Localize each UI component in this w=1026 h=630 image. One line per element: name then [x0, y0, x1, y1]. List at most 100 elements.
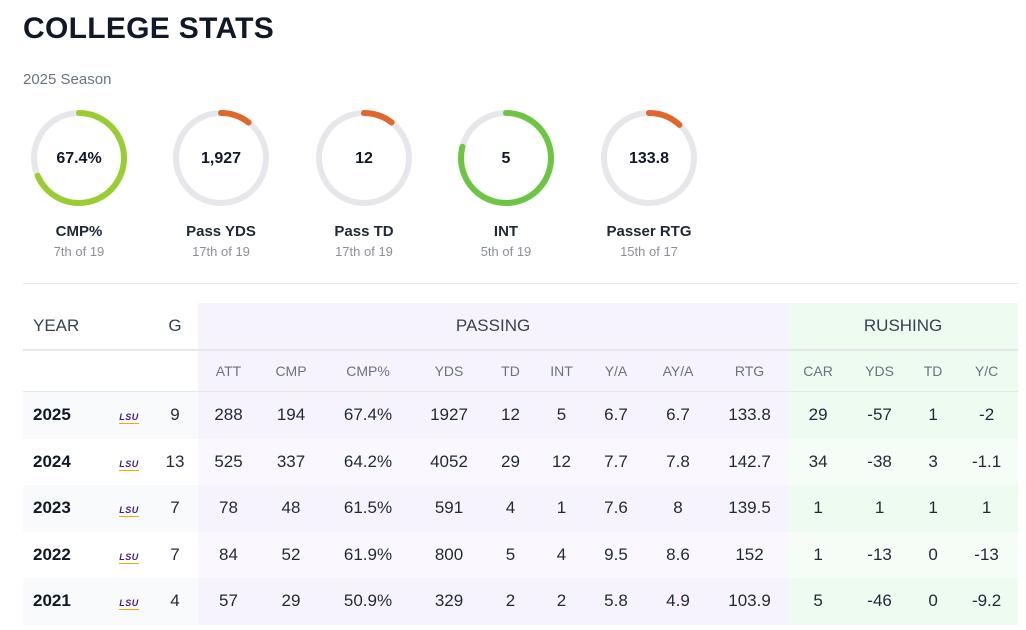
games-cell: 7: [152, 485, 198, 532]
season-label: 2025 Season: [23, 71, 112, 88]
games-cell: 4: [152, 578, 198, 625]
ring-arc: [316, 110, 412, 206]
ring-cmp-pct: 67.4% CMP% 7th of 19: [8, 108, 150, 259]
passing-col-header[interactable]: INT: [536, 349, 587, 392]
year-cell: 2022: [23, 531, 106, 578]
passing-cell: 800: [413, 531, 485, 578]
passing-cell: 5.8: [587, 578, 645, 625]
team-logo-cell: LSU: [106, 485, 152, 532]
games-column-header[interactable]: G: [168, 316, 182, 335]
ring-arc: [31, 110, 127, 206]
lsu-logo-icon[interactable]: LSU: [119, 458, 139, 471]
passing-cell: 67.4%: [323, 391, 413, 439]
lsu-logo-icon[interactable]: LSU: [119, 505, 139, 518]
team-subheader: [106, 349, 152, 392]
rushing-cell: -57: [848, 391, 912, 439]
passing-cell: 6.7: [645, 391, 711, 439]
ring-label: CMP%: [55, 223, 103, 240]
passing-col-header[interactable]: Y/A: [587, 349, 645, 392]
ring-value: 1,927: [200, 150, 242, 167]
rushing-cell: 1: [911, 485, 956, 532]
stat-rings: 67.4% CMP% 7th of 19 1,927 Pass YDS 17th…: [0, 108, 760, 268]
passing-cell: 133.8: [711, 391, 789, 439]
rushing-cell: 1: [848, 485, 912, 532]
lsu-logo-icon[interactable]: LSU: [119, 551, 139, 564]
rushing-col-header[interactable]: YDS: [848, 349, 912, 392]
rushing-cell: -2: [955, 391, 1019, 439]
ring-pass-yds: 1,927 Pass YDS 17th of 19: [150, 108, 292, 259]
rushing-cell: -1.1: [955, 438, 1019, 485]
passing-col-header[interactable]: RTG: [711, 349, 789, 392]
passing-cell: 329: [413, 578, 485, 625]
passing-col-header[interactable]: ATT: [198, 349, 259, 392]
rushing-cell: 1: [788, 485, 849, 532]
rushing-col-header[interactable]: TD: [911, 349, 956, 392]
ring-label: Pass TD: [334, 223, 394, 240]
passing-cell: 57: [198, 578, 259, 625]
year-column-header[interactable]: YEAR: [33, 316, 80, 335]
table-row: 2024 LSU 13 525 337 64.2% 4052 29 12 7.7 7.8 142.7 3…: [23, 438, 1019, 485]
games-cell: 9: [152, 391, 198, 439]
progress-ring: [601, 110, 697, 206]
passing-cell: 7.7: [587, 438, 645, 485]
lsu-logo-icon[interactable]: LSU: [119, 412, 139, 425]
ring-label: INT: [493, 223, 519, 240]
passing-col-header[interactable]: AY/A: [645, 349, 711, 392]
table-row: 2023 LSU 7 78 48 61.5% 591 4 1 7.6 8 139.5 1 1 1 1: [23, 485, 1019, 532]
page-title: COLLEGE STATS: [23, 12, 275, 45]
passing-cell: 8.6: [645, 531, 711, 578]
year-cell: 2021: [23, 578, 106, 625]
games-cell: 13: [152, 438, 198, 485]
passing-cell: 142.7: [711, 438, 789, 485]
rushing-cell: -9.2: [955, 578, 1019, 625]
team-column-header: [106, 303, 152, 350]
games-subheader: [152, 349, 198, 392]
college-stats-table: YEAR G PASSING RUSHING ATT CMP CMP% YDS TD IN…: [23, 303, 1019, 625]
passing-cell: 7.8: [645, 438, 711, 485]
passing-col-header[interactable]: YDS: [413, 349, 485, 392]
table-column-header: ATT CMP CMP% YDS TD INT Y/A AY/A RTG CAR YDS TD Y/C: [23, 349, 1019, 392]
progress-ring: [458, 110, 554, 206]
ring-int: 5 INT 5th of 19: [435, 108, 577, 259]
rushing-cell: -38: [848, 438, 912, 485]
ring-pass-td: 12 Pass TD 17th of 19: [293, 108, 435, 259]
team-logo-cell: LSU: [106, 531, 152, 578]
passing-cell: 2: [536, 578, 587, 625]
passing-cell: 194: [259, 391, 323, 439]
rushing-col-header[interactable]: CAR: [788, 349, 849, 392]
rushing-cell: 34: [788, 438, 849, 485]
year-cell: 2024: [23, 438, 106, 485]
progress-ring: [31, 110, 127, 206]
table-row: 2022 LSU 7 84 52 61.9% 800 5 4 9.5 8.6 152 1 -13 0 -13: [23, 531, 1019, 578]
passing-cell: 12: [536, 438, 587, 485]
ring-label: Passer RTG: [606, 223, 692, 240]
rushing-cell: 3: [911, 438, 956, 485]
passing-cell: 8: [645, 485, 711, 532]
rushing-cell: -13: [848, 531, 912, 578]
passing-cell: 61.5%: [323, 485, 413, 532]
passing-cell: 2: [485, 578, 536, 625]
passing-cell: 5: [485, 531, 536, 578]
passing-cell: 103.9: [711, 578, 789, 625]
lsu-logo-icon[interactable]: LSU: [119, 598, 139, 611]
passing-cell: 4052: [413, 438, 485, 485]
passing-col-header[interactable]: TD: [485, 349, 536, 392]
ring-value: 12: [355, 150, 373, 167]
passing-cell: 4: [536, 531, 587, 578]
ring-value: 133.8: [628, 150, 670, 167]
rushing-cell: 29: [788, 391, 849, 439]
progress-ring: [316, 110, 412, 206]
year-cell: 2025: [23, 391, 106, 439]
rushing-cell: 0: [911, 531, 956, 578]
ring-arc: [601, 110, 697, 206]
passing-col-header[interactable]: CMP: [259, 349, 323, 392]
ring-rank: 5th of 19: [480, 244, 532, 259]
passing-cell: 61.9%: [323, 531, 413, 578]
passing-col-header[interactable]: CMP%: [323, 349, 413, 392]
table-body: 2025 LSU 9 288 194 67.4% 1927 12 5 6.7 6.7 133.8 29-…: [23, 391, 1019, 625]
rushing-col-header[interactable]: Y/C: [955, 349, 1019, 392]
passing-cell: 5: [536, 391, 587, 439]
team-logo-cell: LSU: [106, 578, 152, 625]
passing-cell: 1: [536, 485, 587, 532]
ring-rank: 17th of 19: [192, 244, 250, 259]
